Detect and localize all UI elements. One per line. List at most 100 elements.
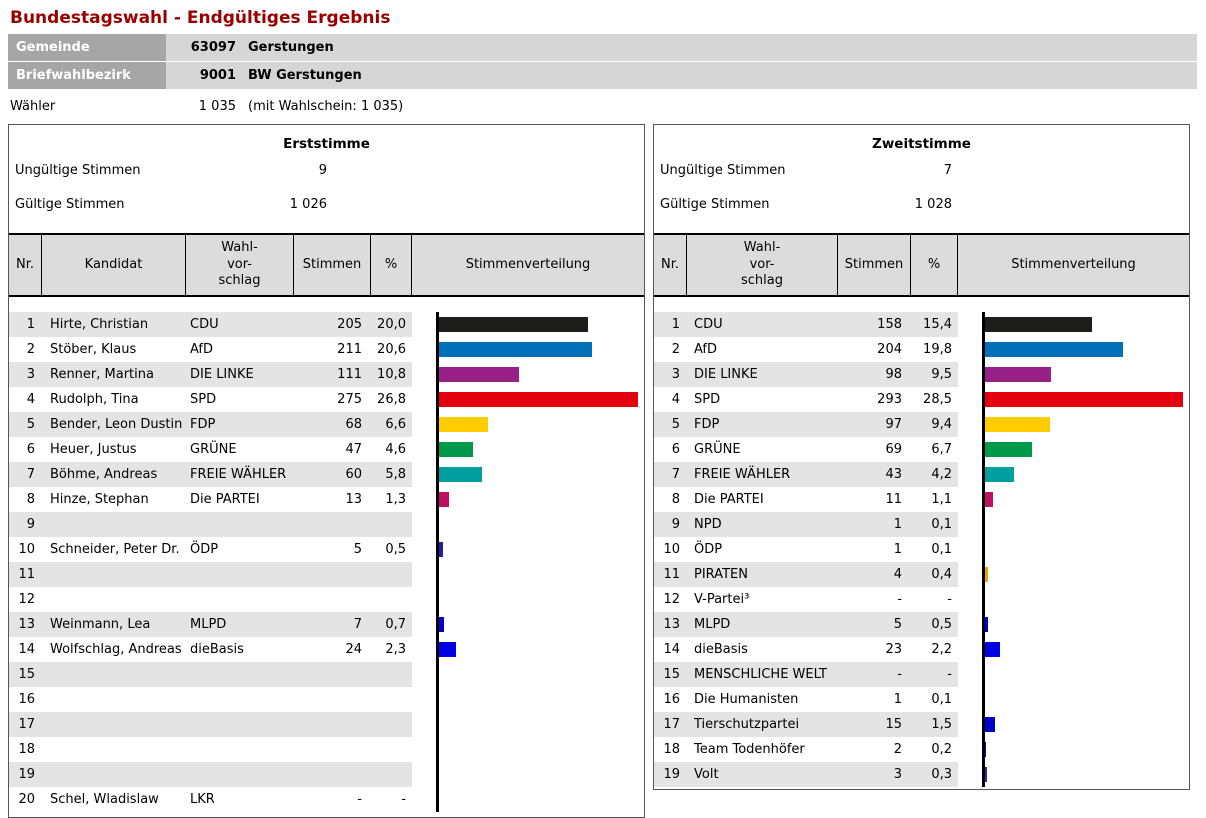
votes-value: 275: [337, 392, 362, 407]
row-data-cells: 5 Bender, Leon Dustin FDP 68 6,6: [9, 412, 412, 437]
party-name: DIE LINKE: [190, 367, 254, 382]
gemeinde-name: Gerstungen: [248, 40, 334, 55]
candidate-name: Heuer, Justus: [50, 442, 137, 457]
party-name: Die Humanisten: [694, 692, 799, 707]
vote-bar-cell: [958, 462, 1189, 487]
row-number: 12: [663, 592, 680, 607]
party-name: AfD: [694, 342, 718, 357]
vote-bar-cell: [412, 612, 644, 637]
vote-bar-track: [439, 417, 638, 432]
row-data-cells: 6 GRÜNE 69 6,7: [654, 437, 958, 462]
vote-bar: [439, 617, 445, 632]
waehler-note: (mit Wahlschein: 1 035): [248, 98, 404, 114]
vote-bar-cell: [958, 762, 1189, 787]
vote-bar: [439, 442, 474, 457]
row-data-cells: 13 Weinmann, Lea MLPD 7 0,7: [9, 612, 412, 637]
vote-bar-cell: [958, 362, 1189, 387]
percent-value: 0,5: [385, 542, 406, 557]
party-name: Die PARTEI: [190, 492, 260, 507]
percent-value: -: [401, 792, 406, 807]
gemeinde-label: Gemeinde: [8, 34, 166, 61]
col-header-kandidat: Kandidat: [42, 235, 186, 295]
col-header-stimmenverteilung: Stimmenverteilung: [465, 256, 591, 272]
result-row: 9: [9, 512, 644, 537]
result-row: 15: [9, 662, 644, 687]
vote-bar-cell: [412, 487, 644, 512]
result-row: 18 Team Todenhöfer 2 0,2: [654, 737, 1189, 762]
percent-value: 1,1: [931, 492, 952, 507]
candidate-name: Rudolph, Tina: [50, 392, 139, 407]
row-number: 10: [18, 542, 35, 557]
row-data-cells: 11: [9, 562, 412, 587]
vote-bar-track: [985, 617, 1183, 632]
vote-bar-cell: [412, 512, 644, 537]
valid-votes-label: Gültige Stimmen: [660, 197, 770, 212]
result-row: 11 PIRATEN 4 0,4: [654, 562, 1189, 587]
chart-axis: [982, 687, 985, 712]
percent-value: 0,1: [931, 517, 952, 532]
row-data-cells: 5 FDP 97 9,4: [654, 412, 958, 437]
row-data-cells: 18 Team Todenhöfer 2 0,2: [654, 737, 958, 762]
row-number: 8: [671, 492, 680, 507]
party-name: PIRATEN: [694, 567, 748, 582]
chart-axis: [436, 462, 439, 487]
vote-bar: [439, 417, 488, 432]
result-row: 20 Schel, Wladislaw LKR - -: [9, 787, 644, 812]
percent-value: 28,5: [923, 392, 952, 407]
votes-value: 4: [893, 567, 902, 582]
party-name: V-Partei³: [694, 592, 750, 607]
party-name: ÖDP: [190, 542, 219, 557]
col-header-nr: Nr.: [654, 235, 687, 295]
vote-bar: [985, 342, 1123, 357]
invalid-votes-label: Ungültige Stimmen: [15, 163, 141, 178]
row-data-cells: 17: [9, 712, 412, 737]
vote-bar-cell: [958, 737, 1189, 762]
row-data-cells: 1 Hirte, Christian CDU 205 20,0: [9, 312, 412, 337]
vote-bar-track: [985, 392, 1183, 407]
chart-axis: [436, 362, 439, 387]
percent-value: 5,8: [385, 467, 406, 482]
chart-axis: [982, 387, 985, 412]
votes-value: 13: [345, 492, 362, 507]
chart-axis: [436, 487, 439, 512]
votes-value: 7: [353, 617, 362, 632]
vote-bar-cell: [412, 437, 644, 462]
party-name: FDP: [190, 417, 216, 432]
row-data-cells: 1 CDU 158 15,4: [654, 312, 958, 337]
chart-axis: [436, 587, 439, 612]
votes-value: 24: [345, 642, 362, 657]
percent-value: 15,4: [923, 317, 952, 332]
votes-value: 43: [885, 467, 902, 482]
percent-value: 6,7: [931, 442, 952, 457]
vote-bar-track: [439, 642, 638, 657]
vote-bar-track: [985, 717, 1183, 732]
chart-axis: [982, 487, 985, 512]
percent-value: 4,6: [385, 442, 406, 457]
result-row: 8 Hinze, Stephan Die PARTEI 13 1,3: [9, 487, 644, 512]
waehler-label: Wähler: [10, 98, 56, 114]
votes-value: 1: [893, 542, 902, 557]
vote-bar-track: [985, 742, 1183, 757]
vote-bar-cell: [958, 637, 1189, 662]
result-row: 10 ÖDP 1 0,1: [654, 537, 1189, 562]
chart-axis: [982, 412, 985, 437]
chart-axis: [982, 312, 985, 337]
chart-axis: [436, 737, 439, 762]
vote-bar-cell: [412, 787, 644, 812]
party-name: SPD: [190, 392, 217, 407]
vote-bar-track: [439, 392, 638, 407]
erststimme-table-body: 1 Hirte, Christian CDU 205 20,0 2 Stöber, Klau…: [9, 312, 644, 812]
result-row: 12 V-Partei³ - -: [654, 587, 1189, 612]
vote-bar-cell: [412, 687, 644, 712]
vote-bar: [985, 742, 987, 757]
vote-bar-track: [439, 542, 638, 557]
party-name: CDU: [190, 317, 219, 332]
party-name: GRÜNE: [190, 442, 237, 457]
vote-bar-track: [985, 642, 1183, 657]
briefwahlbezirk-label: Briefwahlbezirk: [8, 62, 166, 89]
vote-bar-track: [439, 492, 638, 507]
vote-bar: [985, 367, 1051, 382]
vote-bar: [985, 417, 1051, 432]
votes-value: 23: [885, 642, 902, 657]
party-name: GRÜNE: [694, 442, 741, 457]
